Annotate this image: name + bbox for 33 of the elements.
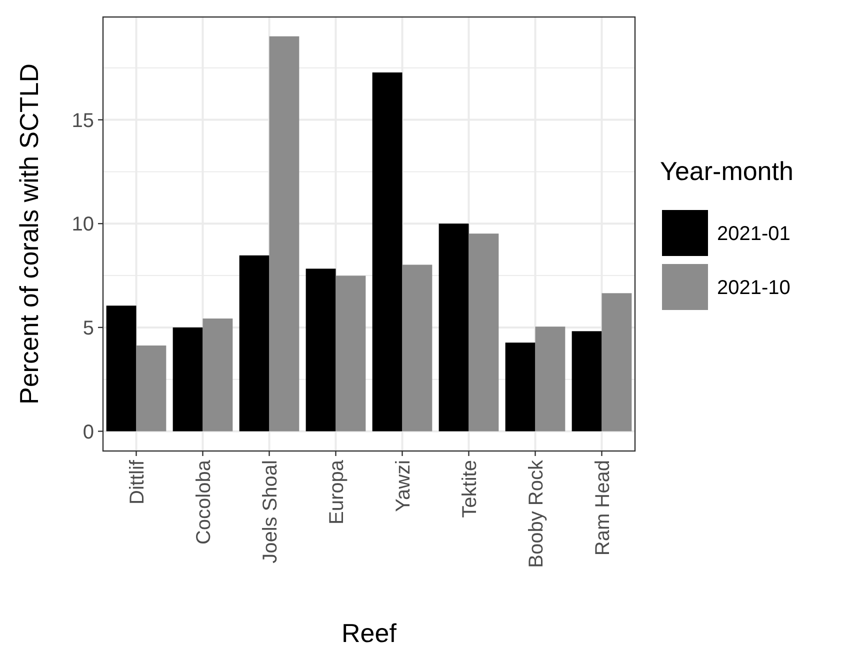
bar: [505, 342, 536, 432]
bar: [572, 331, 602, 432]
y-tick-label: 15: [72, 110, 94, 132]
y-tick-label: 0: [82, 421, 94, 444]
bar: [136, 346, 166, 432]
bar: [172, 327, 203, 432]
x-tick-label: Tektite: [458, 460, 481, 518]
legend-title: Year-month: [660, 156, 794, 186]
bar: [106, 306, 136, 432]
legend-label: 2021-01: [717, 223, 790, 245]
x-axis-title: Reef: [342, 618, 398, 648]
bar: [535, 326, 566, 432]
bar: [602, 293, 632, 432]
x-tick-label: Europa: [326, 459, 348, 524]
bar: [239, 255, 270, 432]
bar: [372, 72, 402, 432]
y-axis-title: Percent of corals with SCTLD: [14, 63, 44, 405]
bar: [269, 36, 300, 432]
bar: [438, 224, 469, 432]
x-tick-label: Yawzi: [392, 460, 414, 512]
y-tick-label: 10: [72, 214, 94, 236]
x-tick-label: Joels Shoal: [259, 460, 282, 564]
x-tick-label: Dittlif: [126, 460, 148, 504]
bar: [468, 234, 499, 432]
bar: [402, 264, 432, 432]
bar: [202, 318, 233, 432]
x-tick-label: Cocoloba: [192, 459, 215, 545]
legend-label: 2021-10: [717, 277, 790, 299]
bar: [306, 268, 336, 432]
y-tick-label: 5: [82, 317, 94, 340]
x-tick-label: Booby Rock: [525, 459, 548, 568]
x-tick-label: Ram Head: [592, 460, 614, 556]
bar: [336, 276, 366, 432]
